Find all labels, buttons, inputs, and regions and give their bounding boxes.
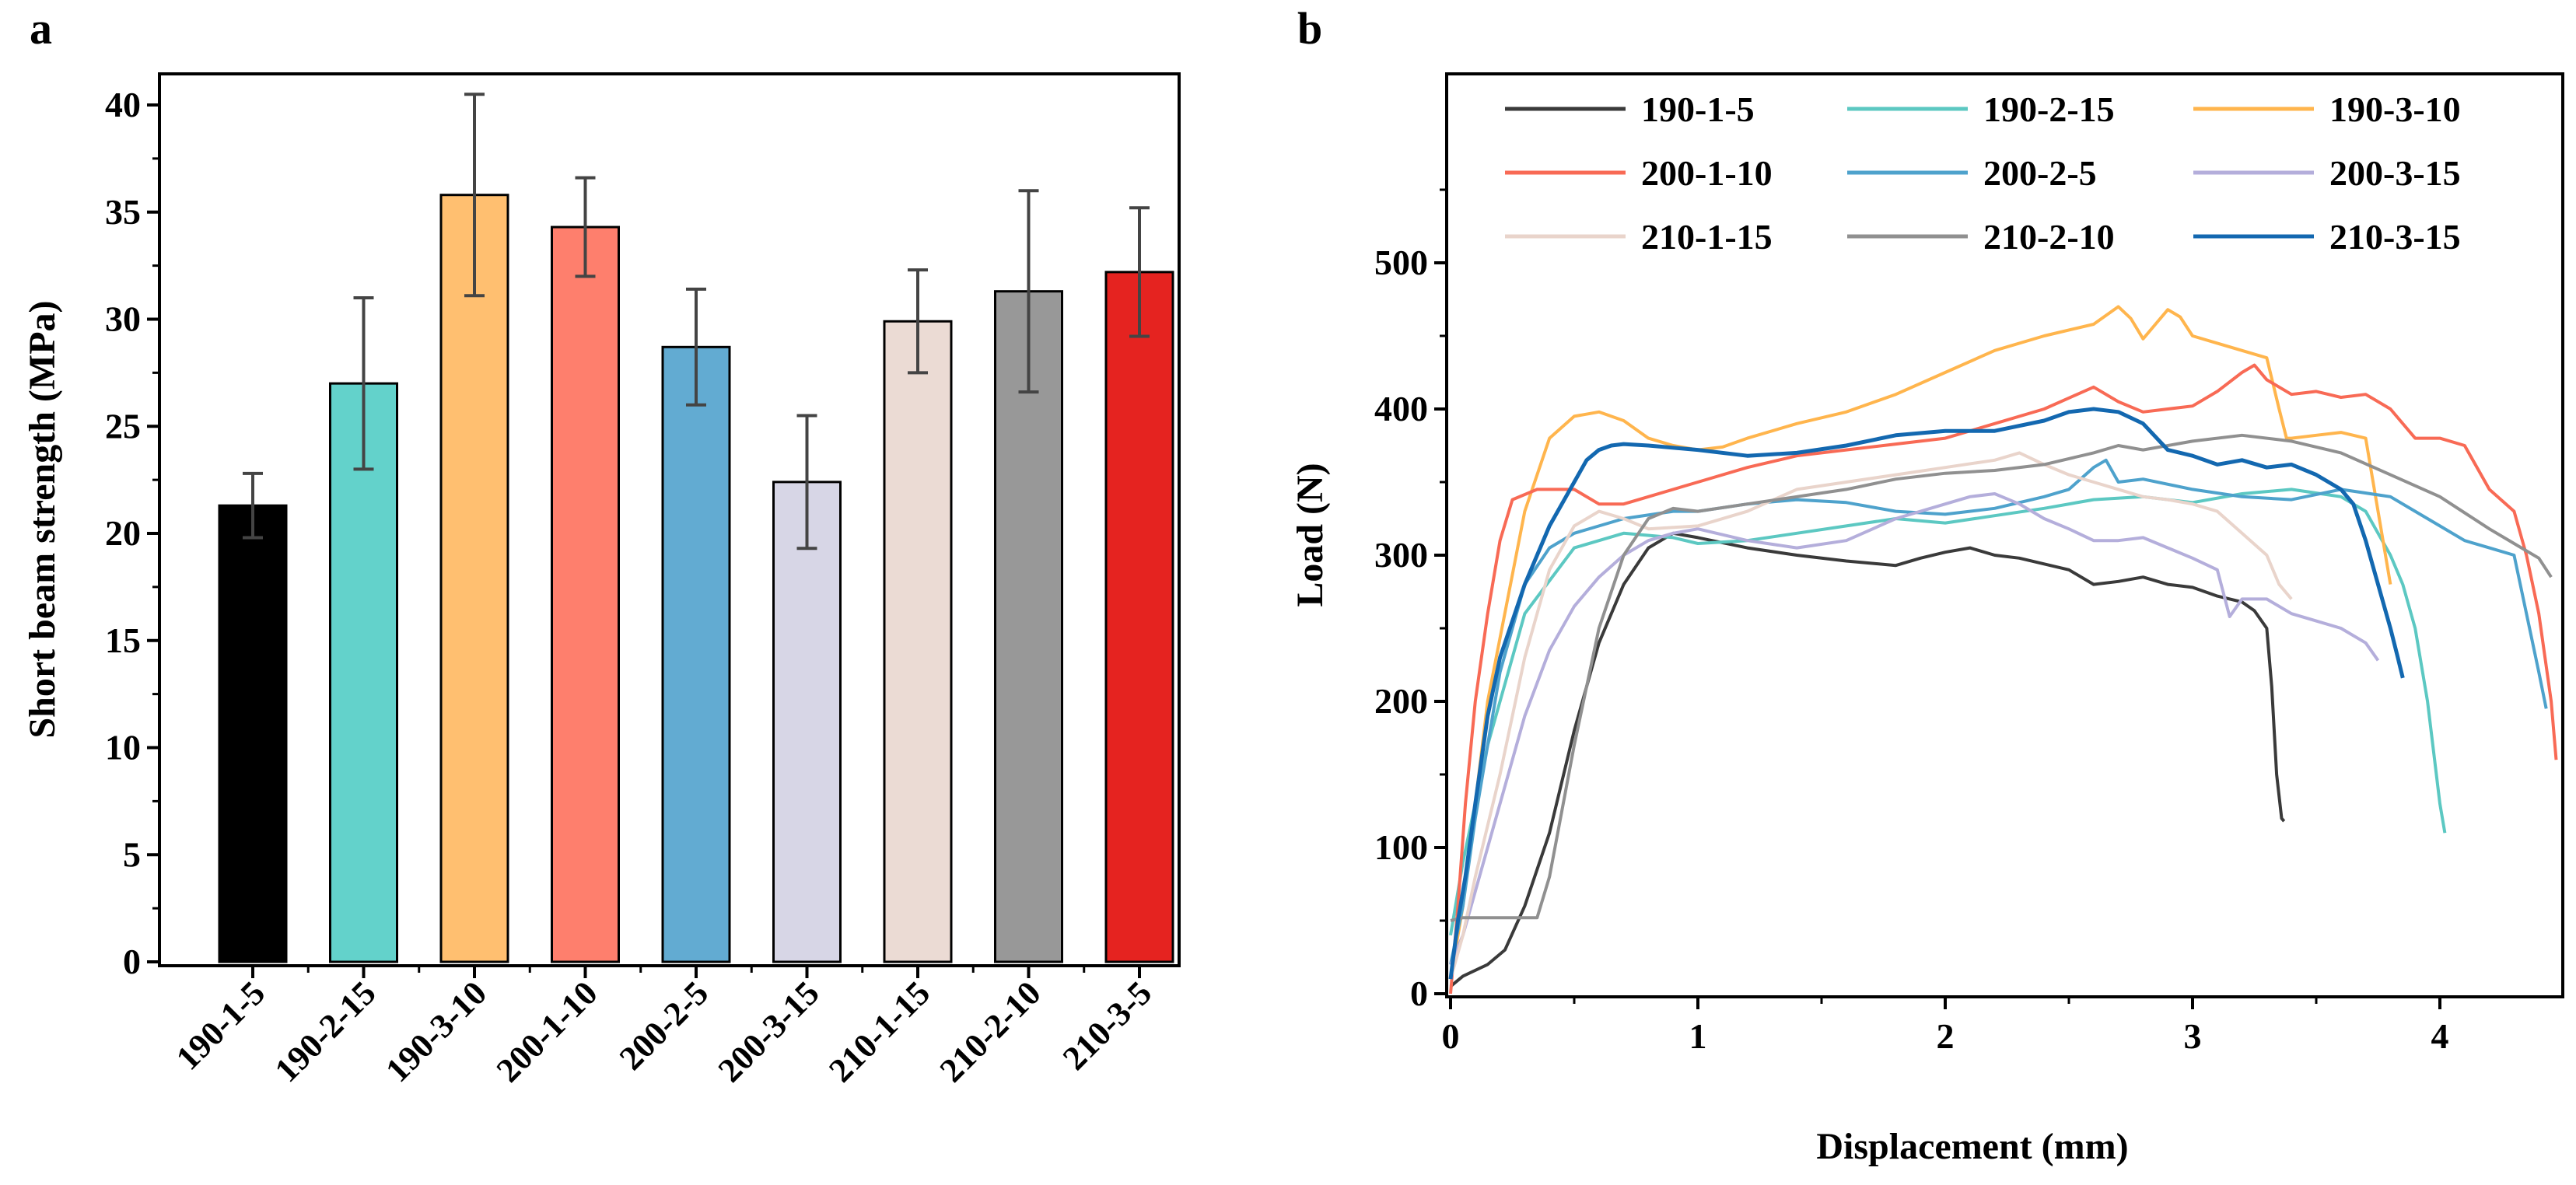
bar: [661, 345, 731, 963]
panel-b-legend: 190-1-5 190-2-15 190-3-10 200-1-10 200-2-5 20…: [1505, 89, 2461, 257]
panel-b-plot-frame: [1445, 72, 2564, 998]
y-tick-label: 35: [105, 192, 141, 232]
bar: [883, 320, 953, 963]
series-line-200-1-10: [1449, 363, 2558, 994]
y-tick-label: 15: [105, 620, 141, 660]
panel-a-plot-frame: [158, 72, 1181, 967]
legend-label: 210-2-10: [1983, 217, 2115, 257]
bar: [1104, 271, 1174, 963]
y-tick-label: 0: [1410, 974, 1428, 1013]
y-tick-label: 5: [123, 834, 141, 874]
legend-label: 190-2-15: [1983, 89, 2115, 129]
y-tick-label: 30: [105, 299, 141, 339]
bar: [329, 382, 398, 963]
panel-b-y-ticks: 0 100 200 300 400 500: [1374, 188, 1447, 1013]
panel-a-y-ticks: 0 5 10 15 20 25 30 35 40: [105, 85, 159, 981]
x-tick-label: 2: [1937, 1016, 1955, 1056]
panel-b-x-axis-title: Displacement (mm): [1816, 1126, 2128, 1167]
legend-label: 210-1-15: [1641, 217, 1773, 257]
bar: [551, 225, 620, 963]
bar: [439, 194, 509, 963]
x-tick-label: 4: [2431, 1016, 2449, 1056]
y-tick-label: 500: [1374, 243, 1428, 282]
x-tick-label: 0: [1442, 1016, 1460, 1056]
y-tick-label: 0: [123, 942, 141, 981]
panel-b-x-ticks: 0 1 2 3 4: [1442, 997, 2449, 1056]
series-line-190-2-15: [1449, 488, 2447, 936]
y-tick-label: 200: [1374, 681, 1428, 721]
legend-label: 200-3-15: [2329, 153, 2461, 193]
x-tick-label: 3: [2184, 1016, 2202, 1056]
y-tick-label: 10: [105, 728, 141, 767]
y-tick-label: 25: [105, 406, 141, 446]
panel-a-y-axis-title: Short beam strength (MPa): [22, 300, 63, 738]
panel-b-y-axis-title: Load (N): [1290, 463, 1331, 606]
series-line-210-3-15: [1448, 407, 2405, 980]
panel-b-label: b: [1297, 3, 1322, 54]
y-tick-label: 100: [1374, 827, 1428, 867]
y-tick-label: 40: [105, 85, 141, 124]
legend-label: 190-1-5: [1641, 89, 1755, 129]
series-line-210-2-10: [1450, 433, 2553, 922]
bar: [218, 504, 288, 963]
panel-a-error-bars: [243, 93, 1150, 551]
series-line-190-3-10: [1449, 305, 2392, 980]
legend-label: 200-1-10: [1641, 153, 1773, 193]
legend-label: 210-3-15: [2329, 217, 2461, 257]
bar: [772, 481, 842, 963]
panel-a-bars: [218, 194, 1174, 963]
series-line-200-3-15: [1449, 492, 2380, 966]
y-tick-label: 20: [105, 513, 141, 553]
legend-label: 200-2-5: [1983, 153, 2097, 193]
panel-b-lines: [1448, 305, 2558, 994]
y-tick-label: 400: [1374, 389, 1428, 428]
legend-label: 190-3-10: [2329, 89, 2461, 129]
bar: [994, 290, 1063, 963]
y-tick-label: 300: [1374, 535, 1428, 575]
x-tick-label: 1: [1689, 1016, 1707, 1056]
series-line-190-1-5: [1449, 531, 2286, 988]
panel-a-label: a: [30, 3, 52, 54]
series-line-210-1-15: [1449, 451, 2293, 980]
